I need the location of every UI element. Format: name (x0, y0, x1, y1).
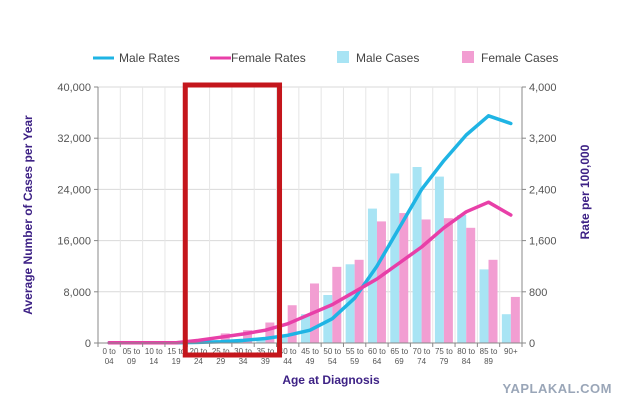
bar-male-cases[interactable] (301, 314, 310, 343)
bar-female-cases[interactable] (376, 221, 386, 343)
x-axis-tick-label: 40 to 44 (279, 347, 297, 366)
bar-male-cases[interactable] (367, 208, 377, 343)
x-axis-tick-label: 05 to 09 (123, 347, 141, 366)
x-axis-tick-label: 60 to 64 (368, 347, 386, 366)
legend-item-male-cases[interactable]: Male Cases (337, 51, 419, 65)
x-axis-tick-label: 30 to 34 (234, 347, 252, 366)
y-axis-right-tick-label: 2,400 (529, 184, 557, 196)
bar-female-cases[interactable] (287, 305, 297, 343)
y-axis-right-tick-label: 4,000 (529, 82, 557, 94)
bar-male-cases[interactable] (323, 295, 333, 343)
y-axis-left-tick-label: 32,000 (57, 133, 91, 145)
legend-label-male-cases: Male Cases (356, 51, 419, 65)
bars (100, 167, 520, 343)
bar-male-cases[interactable] (479, 269, 489, 343)
y-axis-right-tick-label: 0 (529, 338, 535, 350)
legend-item-female-rates[interactable]: Female Rates (210, 51, 306, 65)
x-axis-tick-label: 55 to 59 (346, 347, 364, 366)
legend-label-female-rates: Female Rates (231, 51, 306, 65)
legend-item-male-rates[interactable]: Male Rates (93, 51, 180, 65)
y-axis-left-tick-label: 24,000 (57, 184, 91, 196)
x-axis-tick-label: 0 to 04 (102, 347, 116, 366)
legend-label-female-cases: Female Cases (481, 51, 558, 65)
y-axis-right-tick-label: 800 (529, 287, 547, 299)
highlight-rectangle (182, 82, 283, 358)
highlight-box (182, 82, 283, 358)
x-axis-tick-label: 85 to 89 (480, 347, 498, 366)
bar-female-cases[interactable] (354, 259, 364, 343)
y-axis-right-tick-label: 3,200 (529, 133, 557, 145)
bar-female-cases[interactable] (421, 219, 431, 343)
x-axis-tick-label: 65 to 69 (390, 347, 408, 366)
x-axis-tick-label: 20 to 24 (190, 347, 208, 366)
y-axis-right-tick-label: 1,600 (529, 236, 557, 248)
bar-female-cases[interactable] (332, 266, 342, 343)
x-axis-tick-label: 70 to 74 (413, 347, 431, 366)
legend-label-male-rates: Male Rates (119, 51, 180, 65)
x-axis-tick-label: 80 to 84 (457, 347, 475, 366)
bar-female-cases[interactable] (443, 218, 453, 343)
y-axis-left-title: Average Number of Cases per Year (21, 115, 35, 315)
bar-male-cases[interactable] (434, 176, 444, 343)
y-axis-left-tick-label: 16,000 (57, 236, 91, 248)
bar-male-cases[interactable] (412, 167, 422, 343)
bar-male-cases[interactable] (390, 173, 400, 343)
gridlines (98, 86, 522, 343)
y-axis-left-tick-label: 40,000 (57, 82, 91, 94)
bar-female-cases[interactable] (399, 213, 409, 343)
watermark: YAPLAKAL.COM (502, 381, 612, 396)
y-axis-left-ticks: 0 8,000 16,000 24,000 32,000 40,000 (57, 82, 91, 350)
x-axis-title: Age at Diagnosis (282, 373, 380, 387)
x-axis-tick-label: 50 to 54 (323, 347, 341, 366)
y-axis-left-tick-label: 8,000 (63, 287, 91, 299)
y-axis-right-title: Rate per 100,000 (578, 144, 592, 239)
bar-female-cases[interactable] (243, 330, 253, 343)
bar-male-cases[interactable] (256, 338, 266, 343)
bar-male-cases[interactable] (457, 215, 467, 343)
y-axis-right-ticks: 0 800 1,600 2,400 3,200 4,000 (529, 82, 557, 350)
legend: Male Rates Female Rates Male Cases Femal… (93, 51, 558, 65)
bar-female-cases[interactable] (488, 259, 498, 343)
bar-male-cases[interactable] (278, 335, 288, 343)
x-axis-tick-label: 15 to 19 (167, 347, 185, 366)
x-axis-tick-label: 90+ (504, 347, 518, 356)
x-axis-tick-label: 25 to 29 (212, 347, 230, 366)
bar-female-cases[interactable] (510, 296, 520, 343)
axes (94, 86, 526, 347)
y-axis-left-tick-label: 0 (85, 338, 91, 350)
bar-female-cases[interactable] (466, 227, 476, 343)
x-axis-tick-label: 10 to 14 (145, 347, 163, 366)
bar-male-cases[interactable] (501, 314, 511, 343)
bar-female-cases[interactable] (265, 322, 275, 343)
legend-item-female-cases[interactable]: Female Cases (462, 51, 558, 65)
x-axis-tick-label: 45 to 49 (301, 347, 319, 366)
x-axis-tick-label: 75 to 79 (435, 347, 453, 366)
x-axis-tick-label: 35 to 39 (256, 347, 274, 366)
